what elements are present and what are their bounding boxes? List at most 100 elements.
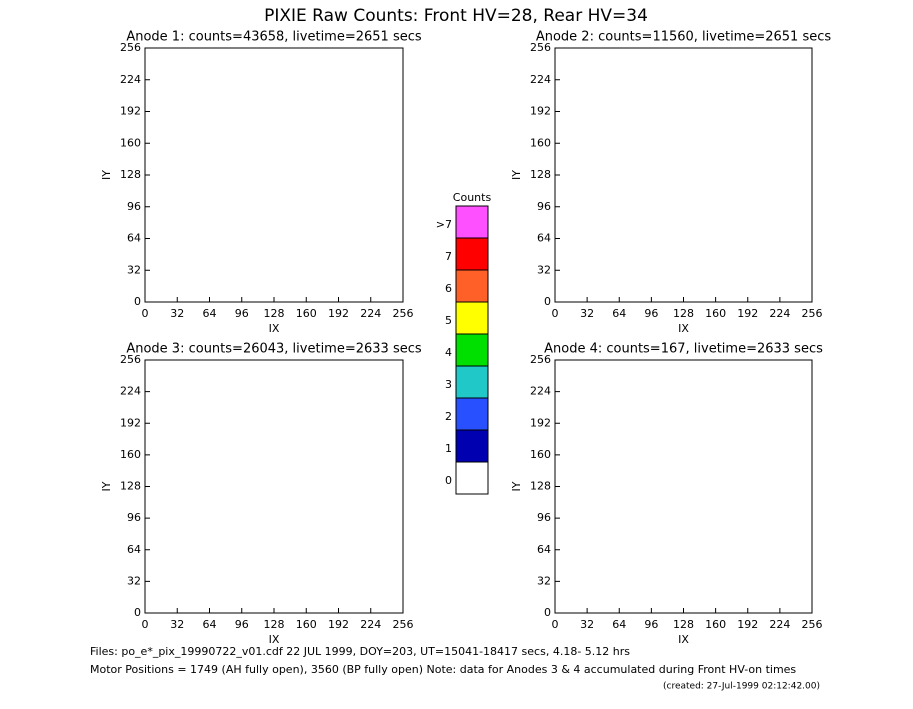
colorbar-label: 4 <box>445 346 452 359</box>
y-tick-label: 192 <box>120 416 141 429</box>
y-tick-label: 256 <box>530 353 551 366</box>
x-tick-label: 32 <box>170 307 184 320</box>
x-tick-label: 0 <box>552 307 559 320</box>
x-tick-label: 0 <box>552 618 559 631</box>
colorbar-box <box>455 237 489 271</box>
x-tick-label: 96 <box>644 618 658 631</box>
plot-frame <box>144 47 404 303</box>
y-tick-label: 192 <box>530 416 551 429</box>
x-tick-label: 256 <box>802 307 823 320</box>
y-tick-label: 192 <box>530 105 551 118</box>
y-tick-label: 224 <box>120 73 141 86</box>
y-axis-label: IY <box>510 170 523 180</box>
y-tick-label: 256 <box>120 353 141 366</box>
y-tick-label: 0 <box>544 606 551 619</box>
x-axis-label: IX <box>269 322 280 335</box>
x-tick-label: 0 <box>142 618 149 631</box>
y-axis-label: IY <box>100 170 113 180</box>
x-axis-label: IX <box>678 322 689 335</box>
x-tick-label: 128 <box>264 618 285 631</box>
x-tick-label: 224 <box>360 307 381 320</box>
y-tick-label: 128 <box>120 168 141 181</box>
y-tick-label: 128 <box>120 480 141 493</box>
colorbar-box <box>455 269 489 303</box>
x-axis-label: IX <box>269 633 280 646</box>
footer-created: (created: 27-Jul-1999 02:12:42.00) <box>663 682 820 692</box>
y-tick-label: 256 <box>120 41 141 54</box>
x-tick-label: 96 <box>644 307 658 320</box>
y-tick-label: 224 <box>120 385 141 398</box>
y-tick-label: 0 <box>544 295 551 308</box>
y-tick-label: 64 <box>537 543 551 556</box>
y-tick-label: 64 <box>127 543 141 556</box>
y-tick-label: 128 <box>530 480 551 493</box>
panel-title: Anode 3: counts=26043, livetime=2633 sec… <box>126 342 422 357</box>
x-tick-label: 128 <box>673 618 694 631</box>
y-tick-label: 64 <box>537 232 551 245</box>
x-tick-label: 64 <box>612 307 626 320</box>
x-tick-label: 128 <box>264 307 285 320</box>
plot-frame <box>554 359 813 614</box>
colorbar-box <box>455 397 489 431</box>
plot-frame <box>554 47 813 303</box>
x-tick-label: 64 <box>612 618 626 631</box>
y-tick-label: 96 <box>537 511 551 524</box>
colorbar-box <box>455 301 489 335</box>
x-tick-label: 64 <box>203 307 217 320</box>
colorbar-box <box>455 205 489 239</box>
x-tick-label: 224 <box>769 618 790 631</box>
y-tick-label: 160 <box>530 448 551 461</box>
plot-frame <box>144 359 404 614</box>
colorbar-box <box>455 461 489 495</box>
x-tick-label: 0 <box>142 307 149 320</box>
footer-note: Motor Positions = 1749 (AH fully open), … <box>90 663 796 676</box>
y-tick-label: 32 <box>127 574 141 587</box>
colorbar-box <box>455 429 489 463</box>
y-tick-label: 32 <box>127 263 141 276</box>
colorbar-label: 6 <box>445 282 452 295</box>
x-tick-label: 32 <box>170 618 184 631</box>
x-tick-label: 256 <box>393 307 414 320</box>
y-tick-label: 96 <box>537 200 551 213</box>
y-tick-label: 224 <box>530 385 551 398</box>
x-tick-label: 32 <box>580 618 594 631</box>
footer-files: Files: po_e*_pix_19990722_v01.cdf 22 JUL… <box>90 645 630 658</box>
colorbar-label: >7 <box>436 218 452 231</box>
y-tick-label: 32 <box>537 263 551 276</box>
x-tick-label: 128 <box>673 307 694 320</box>
x-tick-label: 96 <box>235 618 249 631</box>
y-tick-label: 160 <box>120 136 141 149</box>
x-tick-label: 192 <box>737 618 758 631</box>
y-tick-label: 64 <box>127 232 141 245</box>
panel-title: Anode 1: counts=43658, livetime=2651 sec… <box>126 30 422 45</box>
x-tick-label: 160 <box>296 618 317 631</box>
x-tick-label: 192 <box>737 307 758 320</box>
y-tick-label: 256 <box>530 41 551 54</box>
x-tick-label: 192 <box>328 618 349 631</box>
x-axis-label: IX <box>678 633 689 646</box>
y-tick-label: 160 <box>120 448 141 461</box>
y-tick-label: 128 <box>530 168 551 181</box>
colorbar-box <box>455 333 489 367</box>
panel-title: Anode 2: counts=11560, livetime=2651 sec… <box>536 30 832 45</box>
colorbar-label: 5 <box>445 314 452 327</box>
y-tick-label: 0 <box>134 295 141 308</box>
colorbar-label: 7 <box>445 250 452 263</box>
colorbar-box <box>455 365 489 399</box>
x-tick-label: 160 <box>296 307 317 320</box>
x-tick-label: 224 <box>360 618 381 631</box>
colorbar-label: 0 <box>445 474 452 487</box>
y-axis-label: IY <box>510 481 523 491</box>
y-axis-label: IY <box>100 481 113 491</box>
x-tick-label: 64 <box>203 618 217 631</box>
x-tick-label: 96 <box>235 307 249 320</box>
x-tick-label: 192 <box>328 307 349 320</box>
x-tick-label: 256 <box>393 618 414 631</box>
y-tick-label: 160 <box>530 136 551 149</box>
x-tick-label: 160 <box>705 307 726 320</box>
y-tick-label: 0 <box>134 606 141 619</box>
y-tick-label: 224 <box>530 73 551 86</box>
x-tick-label: 224 <box>769 307 790 320</box>
colorbar-label: 2 <box>445 410 452 423</box>
